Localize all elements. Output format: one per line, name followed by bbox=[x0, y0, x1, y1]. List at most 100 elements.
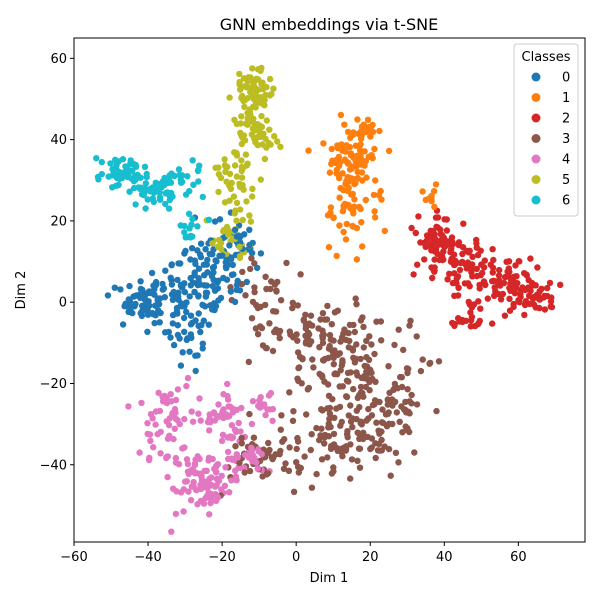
point-class-2 bbox=[489, 320, 496, 327]
point-class-4 bbox=[269, 417, 276, 424]
point-class-4 bbox=[225, 412, 233, 419]
point-class-1 bbox=[357, 141, 364, 148]
point-class-6 bbox=[156, 180, 163, 188]
point-class-4 bbox=[229, 405, 236, 412]
point-class-6 bbox=[156, 189, 163, 196]
point-class-1 bbox=[351, 196, 358, 203]
point-class-4 bbox=[147, 437, 154, 444]
point-class-3 bbox=[317, 316, 324, 323]
point-class-6 bbox=[175, 166, 183, 173]
point-class-5 bbox=[230, 193, 238, 200]
point-class-3 bbox=[299, 355, 306, 362]
point-class-0 bbox=[168, 262, 175, 269]
legend-marker-class-6 bbox=[531, 195, 541, 205]
point-class-3 bbox=[245, 358, 252, 366]
point-class-4 bbox=[164, 473, 171, 481]
point-class-3 bbox=[391, 341, 398, 349]
point-class-3 bbox=[374, 447, 382, 454]
point-class-4 bbox=[167, 391, 174, 398]
point-class-2 bbox=[516, 299, 523, 306]
point-class-2 bbox=[541, 306, 549, 313]
point-class-5 bbox=[231, 162, 239, 169]
point-class-1 bbox=[350, 129, 357, 136]
point-class-6 bbox=[176, 171, 183, 179]
point-class-5 bbox=[253, 100, 260, 107]
point-class-3 bbox=[294, 463, 302, 470]
point-class-3 bbox=[319, 407, 326, 414]
point-class-2 bbox=[512, 262, 519, 269]
y-tick-label: 20 bbox=[50, 214, 67, 229]
point-class-3 bbox=[373, 318, 380, 325]
point-class-5 bbox=[231, 116, 238, 124]
point-class-3 bbox=[406, 398, 413, 405]
point-class-4 bbox=[184, 468, 192, 475]
point-class-4 bbox=[240, 464, 248, 471]
point-class-2 bbox=[428, 241, 435, 248]
point-class-2 bbox=[527, 255, 534, 262]
point-class-4 bbox=[224, 380, 231, 388]
point-class-5 bbox=[249, 93, 257, 100]
point-class-0 bbox=[209, 306, 216, 313]
point-class-3 bbox=[350, 321, 357, 329]
point-class-1 bbox=[368, 128, 376, 136]
point-class-3 bbox=[326, 415, 333, 423]
point-class-3 bbox=[347, 418, 355, 425]
point-class-1 bbox=[347, 134, 354, 141]
point-class-4 bbox=[193, 486, 200, 494]
legend-items: 0 1 2 3 4 5 6 bbox=[531, 71, 570, 209]
point-class-0 bbox=[187, 282, 194, 289]
point-class-0 bbox=[194, 247, 201, 254]
point-class-3 bbox=[319, 327, 326, 334]
point-class-0 bbox=[144, 311, 152, 318]
point-class-3 bbox=[325, 354, 332, 362]
legend-label-class-1: 1 bbox=[562, 91, 570, 106]
point-class-1 bbox=[327, 204, 335, 211]
point-class-4 bbox=[191, 460, 199, 467]
point-class-0 bbox=[188, 245, 196, 252]
point-class-0 bbox=[219, 252, 226, 259]
point-class-3 bbox=[426, 360, 433, 367]
legend-marker-class-0 bbox=[531, 72, 541, 82]
point-class-0 bbox=[210, 300, 218, 307]
point-class-3 bbox=[379, 419, 387, 427]
point-class-6 bbox=[178, 178, 186, 186]
point-class-2 bbox=[517, 293, 524, 301]
point-class-1 bbox=[330, 214, 337, 222]
point-class-4 bbox=[171, 425, 178, 432]
point-class-0 bbox=[192, 317, 199, 324]
point-class-3 bbox=[310, 364, 317, 371]
point-class-2 bbox=[499, 290, 507, 298]
point-class-2 bbox=[511, 290, 519, 297]
point-class-3 bbox=[352, 295, 359, 302]
point-class-5 bbox=[249, 185, 256, 192]
point-class-3 bbox=[252, 325, 260, 332]
point-class-6 bbox=[164, 189, 171, 196]
point-class-3 bbox=[366, 378, 373, 386]
point-class-0 bbox=[148, 269, 156, 277]
point-class-5 bbox=[247, 114, 254, 121]
point-class-1 bbox=[354, 116, 361, 123]
point-class-6 bbox=[171, 172, 178, 180]
point-class-2 bbox=[469, 273, 476, 280]
point-class-5 bbox=[215, 188, 222, 196]
point-class-0 bbox=[125, 296, 132, 303]
point-class-2 bbox=[514, 280, 521, 287]
point-class-5 bbox=[243, 198, 250, 205]
point-class-3 bbox=[338, 418, 345, 426]
point-class-2 bbox=[439, 238, 446, 245]
point-class-4 bbox=[161, 392, 168, 400]
point-class-0 bbox=[186, 293, 193, 300]
point-class-2 bbox=[469, 253, 476, 260]
point-class-2 bbox=[522, 298, 530, 305]
point-class-5 bbox=[238, 94, 245, 102]
point-class-0 bbox=[144, 306, 151, 313]
point-class-0 bbox=[195, 322, 202, 330]
point-class-4 bbox=[205, 489, 212, 496]
point-class-4 bbox=[228, 422, 236, 429]
point-class-3 bbox=[238, 434, 245, 442]
point-class-3 bbox=[249, 298, 257, 306]
point-class-1 bbox=[358, 219, 365, 226]
point-class-6 bbox=[132, 172, 139, 179]
point-class-1 bbox=[337, 184, 344, 192]
point-class-4 bbox=[257, 394, 264, 401]
